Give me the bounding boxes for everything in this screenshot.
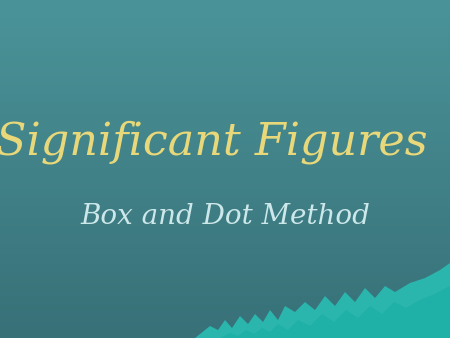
Text: Box and Dot Method: Box and Dot Method [80,203,370,230]
Polygon shape [195,263,450,338]
Text: Significant Figures: Significant Figures [0,120,428,164]
Polygon shape [220,286,450,338]
